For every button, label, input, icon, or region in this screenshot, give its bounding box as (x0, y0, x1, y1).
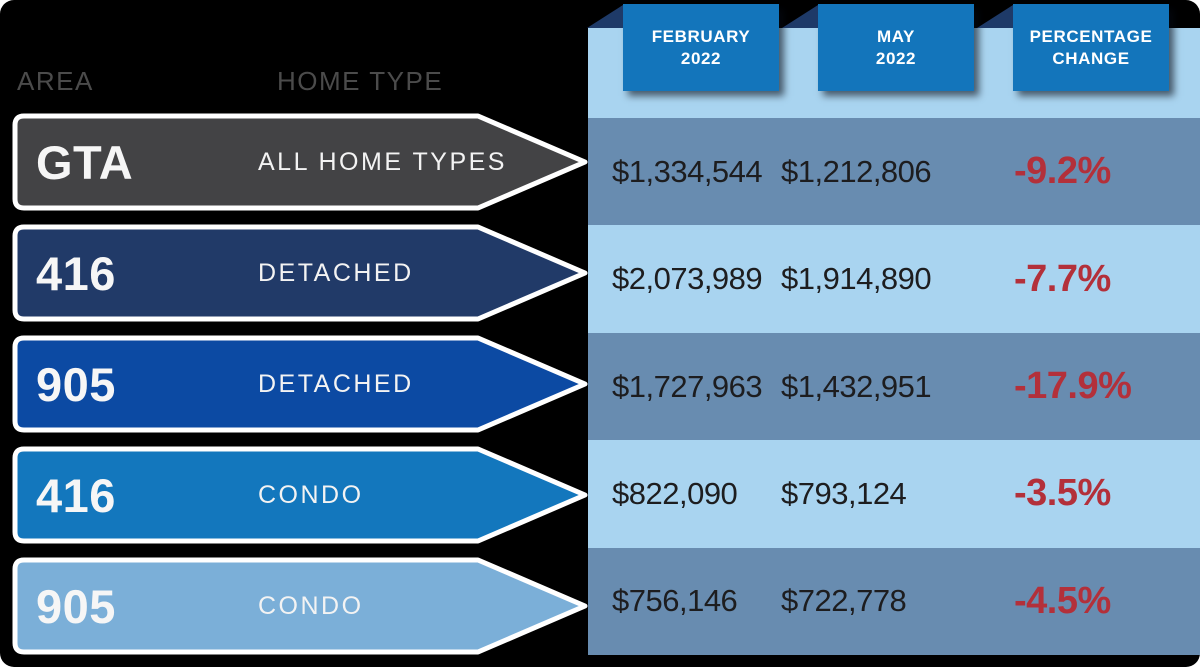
arrow-shape (12, 335, 588, 433)
data-panel: $1,334,544 $1,212,806 -9.2% $2,073,989 $… (588, 28, 1200, 656)
may-2022-value: $1,914,890 (781, 261, 932, 297)
area-label: 416 (36, 468, 116, 522)
feb-2022-value: $1,334,544 (612, 153, 763, 189)
may-2022-value: $1,432,951 (781, 368, 932, 404)
table-row-gta: $1,334,544 $1,212,806 -9.2% (588, 118, 1200, 226)
arrow-shape (12, 446, 588, 544)
percentage-change-value: -4.5% (1014, 579, 1111, 622)
arrow-shape (12, 224, 588, 322)
row-arrow-905-condo: 905 CONDO (8, 555, 592, 657)
area-column-label: AREA (17, 66, 94, 96)
home-type-label: ALL HOME TYPES (258, 147, 507, 176)
area-label: 905 (36, 357, 116, 411)
feb-2022-value: $2,073,989 (612, 261, 763, 297)
row-arrow-905-detached: 905 DETACHED (8, 333, 592, 435)
column-header-line2: 2022 (875, 48, 917, 68)
area-label: 905 (36, 579, 116, 633)
feb-2022-value: $822,090 (612, 475, 738, 511)
percentage-change-value: -7.7% (1014, 257, 1111, 300)
column-header-percentage-change: PERCENTAGE CHANGE (977, 4, 1169, 91)
percentage-change-value: -3.5% (1014, 472, 1111, 515)
home-type-column-label: HOME TYPE (277, 66, 444, 96)
table-row-416-condo: $822,090 $793,124 -3.5% (588, 440, 1200, 547)
home-type-label: CONDO (258, 480, 364, 509)
percentage-change-value: -17.9% (1014, 365, 1132, 408)
home-type-label: CONDO (258, 591, 364, 620)
fold-corner-shape (782, 5, 818, 28)
column-header-line1: MAY (876, 26, 916, 46)
table-row-416-detached: $2,073,989 $1,914,890 -7.7% (588, 225, 1200, 332)
table-row-905-condo: $756,146 $722,778 -4.5% (588, 547, 1200, 656)
area-label: 416 (36, 246, 116, 300)
table-row-905-detached: $1,727,963 $1,432,951 -17.9% (588, 332, 1200, 441)
home-type-label: DETACHED (258, 258, 414, 287)
may-2022-value: $722,778 (781, 583, 907, 619)
feb-2022-value: $756,146 (612, 583, 738, 619)
arrow-shape (12, 113, 588, 211)
arrow-shape (12, 557, 588, 655)
percentage-change-value: -9.2% (1014, 150, 1111, 193)
home-type-label: DETACHED (258, 369, 414, 398)
column-header-line1: PERCENTAGE (1029, 26, 1153, 46)
column-header-may-2022: MAY 2022 (782, 4, 974, 91)
fold-corner-shape (587, 5, 623, 28)
may-2022-value: $1,212,806 (781, 153, 932, 189)
may-2022-value: $793,124 (781, 475, 907, 511)
feb-2022-value: $1,727,963 (612, 368, 763, 404)
column-header-line2: CHANGE (1052, 48, 1130, 68)
row-arrow-gta: GTA ALL HOME TYPES (8, 111, 592, 213)
column-header-february-2022: FEBRUARY 2022 (587, 4, 779, 91)
row-arrow-416-condo: 416 CONDO (8, 444, 592, 546)
column-header-line2: 2022 (680, 48, 722, 68)
row-arrow-416-detached: 416 DETACHED (8, 222, 592, 324)
area-label: GTA (36, 135, 134, 189)
column-header-line1: FEBRUARY (651, 26, 751, 46)
fold-corner-shape (977, 5, 1013, 28)
